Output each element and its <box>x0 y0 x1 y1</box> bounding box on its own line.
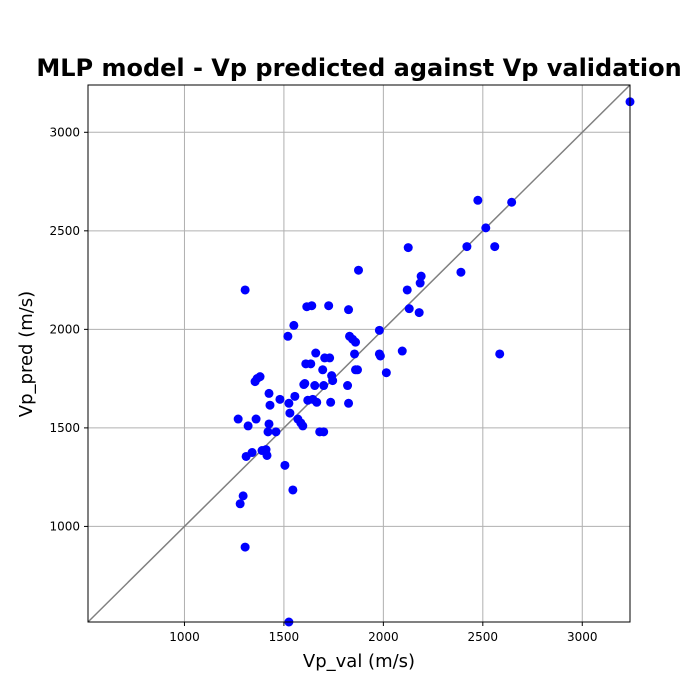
data-point <box>285 408 295 418</box>
y-axis-label: Vp_pred (m/s) <box>16 291 37 417</box>
data-point <box>343 381 353 391</box>
y-tick-label: 2000 <box>49 322 80 336</box>
y-tick-label: 2500 <box>49 224 80 238</box>
data-point <box>344 398 354 408</box>
data-point <box>324 301 334 311</box>
data-point <box>311 348 321 358</box>
data-point <box>456 267 466 277</box>
data-point <box>328 376 338 386</box>
data-point <box>289 320 299 330</box>
data-point <box>404 304 414 314</box>
data-point <box>288 485 298 495</box>
data-point <box>374 325 384 335</box>
data-point <box>354 265 364 275</box>
data-point <box>240 542 250 552</box>
data-point <box>414 308 424 318</box>
data-point <box>397 346 407 356</box>
y-tick-label: 1000 <box>49 519 80 533</box>
data-point <box>403 243 413 253</box>
data-point <box>312 397 322 407</box>
data-point <box>375 351 385 361</box>
data-point <box>306 359 316 369</box>
data-point <box>280 460 290 470</box>
data-point <box>284 398 294 408</box>
chart-title: MLP model - Vp predicted against Vp vali… <box>36 54 681 82</box>
data-point <box>473 195 483 205</box>
data-point <box>326 397 336 407</box>
x-axis-ticks: 1000 1500 2000 2500 3000 <box>169 622 598 644</box>
data-point <box>319 427 329 437</box>
data-point <box>350 349 360 359</box>
x-tick-label: 2500 <box>468 630 499 644</box>
plot-area-frame <box>87 84 631 623</box>
data-point <box>462 242 472 252</box>
data-point <box>262 450 272 460</box>
data-point <box>264 419 274 429</box>
data-point <box>235 499 245 509</box>
data-points <box>233 97 635 627</box>
x-tick-label: 1500 <box>269 630 300 644</box>
data-point <box>263 427 273 437</box>
data-point <box>283 331 293 341</box>
data-point <box>300 379 310 389</box>
reference-line <box>87 84 631 623</box>
data-point <box>233 414 243 424</box>
data-point <box>344 305 354 315</box>
data-point <box>319 381 329 391</box>
data-point <box>243 421 253 431</box>
data-point <box>353 365 363 375</box>
x-tick-label: 1000 <box>169 630 200 644</box>
data-point <box>381 368 391 378</box>
data-point <box>318 365 328 375</box>
data-point <box>238 491 248 501</box>
identity-line <box>87 84 631 623</box>
data-point <box>416 271 426 281</box>
data-point <box>307 301 317 311</box>
x-tick-label: 2000 <box>368 630 399 644</box>
data-point <box>507 197 517 207</box>
data-point <box>415 278 425 288</box>
x-axis-label: Vp_val (m/s) <box>303 651 415 672</box>
data-point <box>490 242 500 252</box>
data-point <box>402 285 412 295</box>
grid-lines <box>88 85 630 622</box>
data-point <box>264 388 274 398</box>
y-axis-ticks: 1000 1500 2000 2500 3000 <box>49 125 88 533</box>
data-point <box>251 414 261 424</box>
data-point <box>275 394 285 404</box>
x-tick-label: 3000 <box>567 630 598 644</box>
data-point <box>298 421 308 431</box>
y-tick-label: 3000 <box>49 125 80 139</box>
data-point <box>310 381 320 391</box>
data-point <box>240 285 250 295</box>
data-point <box>351 337 361 347</box>
data-point <box>247 448 257 458</box>
y-tick-label: 1500 <box>49 421 80 435</box>
data-point <box>255 372 265 382</box>
data-point <box>290 391 300 401</box>
data-point <box>265 400 275 410</box>
data-point <box>271 427 281 437</box>
data-point <box>325 353 335 363</box>
data-point <box>481 223 491 233</box>
data-point <box>495 349 505 359</box>
